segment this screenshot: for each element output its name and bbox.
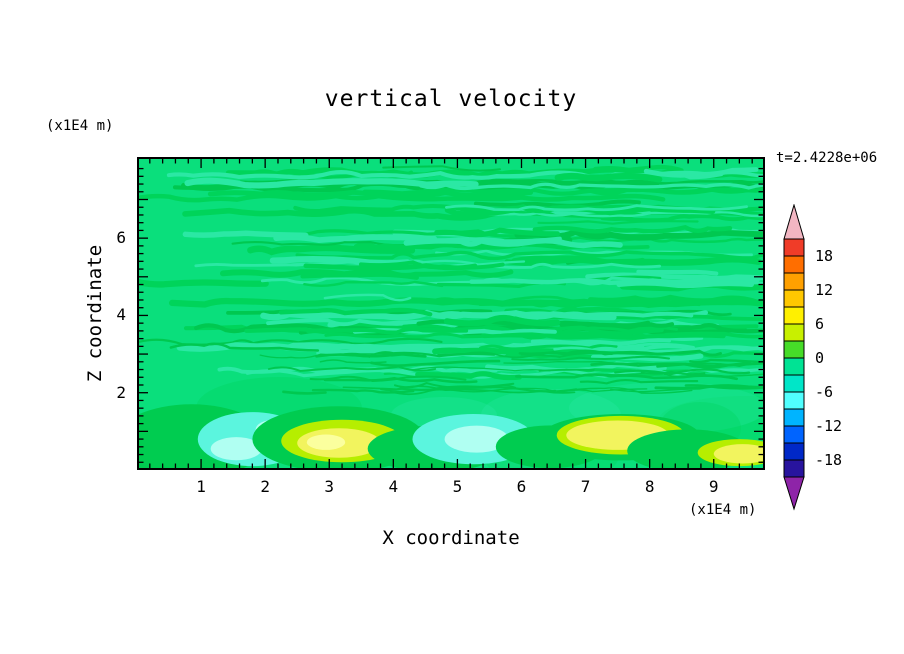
x-tick-labels: 1 2 3 4 5 6 7 8 9 xyxy=(0,477,904,497)
x-tick-label: 7 xyxy=(580,477,591,496)
z-tick-label: 2 xyxy=(116,382,126,402)
plot-frame-and-ticks xyxy=(137,157,765,470)
x-tick-label: 3 xyxy=(324,477,335,496)
x-axis-title: X coordinate xyxy=(382,527,520,549)
x-tick-label: 2 xyxy=(260,477,270,496)
x-tick-label: 8 xyxy=(644,477,655,496)
colorbar-tick-label: 0 xyxy=(815,349,824,367)
colorbar-scale: 18 12 6 0 -6 -12 -18 xyxy=(783,203,842,511)
x-tick-label: 4 xyxy=(388,477,399,496)
x-tick-label: 1 xyxy=(196,477,206,496)
z-tick-label: 6 xyxy=(116,228,126,248)
timestamp-label: t=2.4228e+06 xyxy=(776,150,878,166)
x-tick-label: 5 xyxy=(452,477,463,496)
colorbar-tick-label: 12 xyxy=(815,281,833,299)
z-axis-title: Z coordinate xyxy=(84,244,106,383)
contour-blobs xyxy=(114,404,782,478)
colorbar-tick-label: 6 xyxy=(815,315,824,333)
contour-field xyxy=(88,157,849,491)
colorbar-labels: 18 12 6 0 -6 -12 -18 xyxy=(815,247,842,469)
colorbar-tick-label: -6 xyxy=(815,383,833,401)
contour-streaks xyxy=(135,164,849,396)
x-tick-label: 9 xyxy=(708,477,719,496)
contour-plot xyxy=(88,157,849,491)
colorbar-tick-label: -18 xyxy=(815,451,842,469)
z-tick-label: 4 xyxy=(116,305,126,325)
page-title: vertical velocity xyxy=(324,86,578,112)
z-axis-unit: (x1E4 m) xyxy=(46,118,114,134)
colorbar: 18 12 6 0 -6 -12 -18 xyxy=(783,203,903,516)
colorbar-bands xyxy=(783,238,805,478)
x-tick-label: 6 xyxy=(516,477,527,496)
colorbar-tick-label: 18 xyxy=(815,247,833,265)
colorbar-tick-label: -12 xyxy=(815,417,842,435)
x-axis-unit: (x1E4 m) xyxy=(689,502,757,518)
